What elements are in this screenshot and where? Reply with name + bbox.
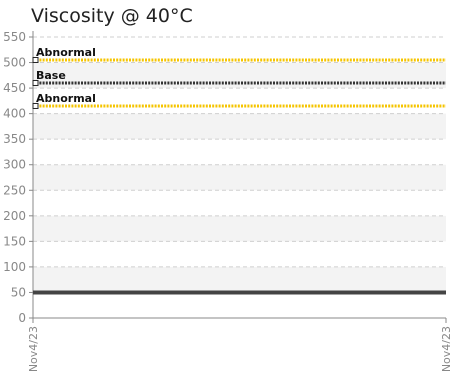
y-tick-label: 300 xyxy=(3,158,26,172)
reference-marker xyxy=(32,56,39,63)
y-tick-label: 200 xyxy=(3,209,26,223)
y-tick-label: 550 xyxy=(3,30,26,44)
y-tick-label: 500 xyxy=(3,56,26,70)
y-tick-label: 100 xyxy=(3,260,26,274)
y-tick-label: 250 xyxy=(3,183,26,197)
reference-label: Abnormal xyxy=(36,46,96,59)
grid-band xyxy=(33,113,446,140)
grid-band xyxy=(33,215,446,242)
y-tick-label: 400 xyxy=(3,107,26,121)
grid-band xyxy=(33,164,446,191)
grid-band xyxy=(33,266,446,293)
reference-marker xyxy=(32,102,39,109)
y-tick-label: 150 xyxy=(3,234,26,248)
y-tick-label: 350 xyxy=(3,132,26,146)
x-tick-label: Nov4/23 xyxy=(440,326,450,372)
reference-marker xyxy=(32,79,39,86)
reference-label: Abnormal xyxy=(36,92,96,105)
chart-title: Viscosity @ 40°C xyxy=(31,5,193,27)
reference-label: Base xyxy=(36,69,66,82)
y-tick-label: 50 xyxy=(11,285,26,299)
x-tick-label: Nov4/23 xyxy=(27,326,40,372)
y-tick-label: 450 xyxy=(3,81,26,95)
y-tick-label: 0 xyxy=(18,311,26,325)
